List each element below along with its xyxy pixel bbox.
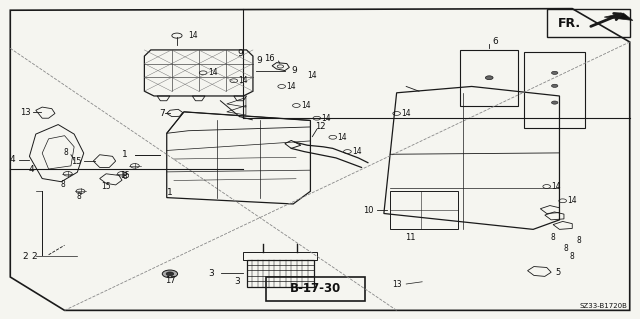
Text: 14: 14 xyxy=(337,133,347,142)
Text: 17: 17 xyxy=(164,276,175,285)
Text: 14: 14 xyxy=(568,196,577,205)
Bar xyxy=(524,51,585,128)
Text: 14: 14 xyxy=(352,147,362,156)
Text: 8: 8 xyxy=(570,252,575,261)
Circle shape xyxy=(485,76,493,80)
Text: SZ33-B1720B: SZ33-B1720B xyxy=(580,303,628,309)
Bar xyxy=(461,50,518,106)
Text: 8: 8 xyxy=(123,173,127,182)
Polygon shape xyxy=(604,13,633,20)
Text: 14: 14 xyxy=(239,76,248,85)
Text: 14: 14 xyxy=(552,182,561,191)
Text: 14: 14 xyxy=(188,31,198,40)
Circle shape xyxy=(552,84,558,87)
Text: 15: 15 xyxy=(71,157,81,166)
Text: 1: 1 xyxy=(122,150,128,159)
Text: 9: 9 xyxy=(257,56,262,64)
Text: 3: 3 xyxy=(209,269,214,278)
Text: 5: 5 xyxy=(555,268,560,277)
Text: 8: 8 xyxy=(576,236,581,245)
Bar xyxy=(246,260,314,286)
Text: FR.: FR. xyxy=(557,17,580,30)
Text: 6: 6 xyxy=(493,38,499,47)
Text: 3: 3 xyxy=(234,277,240,286)
Text: 10: 10 xyxy=(363,206,373,215)
Text: 8: 8 xyxy=(563,244,568,253)
Text: 14: 14 xyxy=(301,101,311,110)
Text: 4: 4 xyxy=(10,155,15,164)
Text: 14: 14 xyxy=(287,82,296,91)
Text: 1: 1 xyxy=(167,188,173,197)
Text: 14: 14 xyxy=(401,109,411,118)
Circle shape xyxy=(163,270,177,278)
Text: 8: 8 xyxy=(76,191,81,201)
Text: 7: 7 xyxy=(159,109,164,118)
Text: 15: 15 xyxy=(101,182,111,191)
Text: 13: 13 xyxy=(20,108,30,117)
Text: 9: 9 xyxy=(292,66,298,75)
Circle shape xyxy=(552,101,558,104)
Text: 4: 4 xyxy=(29,165,34,174)
Bar xyxy=(266,277,365,301)
Text: 8: 8 xyxy=(550,233,556,242)
Text: 11: 11 xyxy=(405,233,415,242)
Text: 14: 14 xyxy=(321,114,331,123)
Text: 9: 9 xyxy=(237,48,243,58)
Text: 13: 13 xyxy=(392,280,401,289)
Text: 12: 12 xyxy=(315,122,325,131)
Text: 8: 8 xyxy=(63,148,68,157)
Text: 2: 2 xyxy=(22,252,28,261)
Text: B-17-30: B-17-30 xyxy=(289,282,341,295)
Text: 15: 15 xyxy=(120,171,130,180)
Text: 16: 16 xyxy=(264,54,274,63)
Text: 14: 14 xyxy=(208,68,218,77)
Circle shape xyxy=(166,272,173,276)
Text: 2: 2 xyxy=(32,252,37,261)
Text: 14: 14 xyxy=(308,71,317,80)
Circle shape xyxy=(552,71,558,74)
Text: 8: 8 xyxy=(61,181,66,189)
Bar xyxy=(547,9,630,37)
